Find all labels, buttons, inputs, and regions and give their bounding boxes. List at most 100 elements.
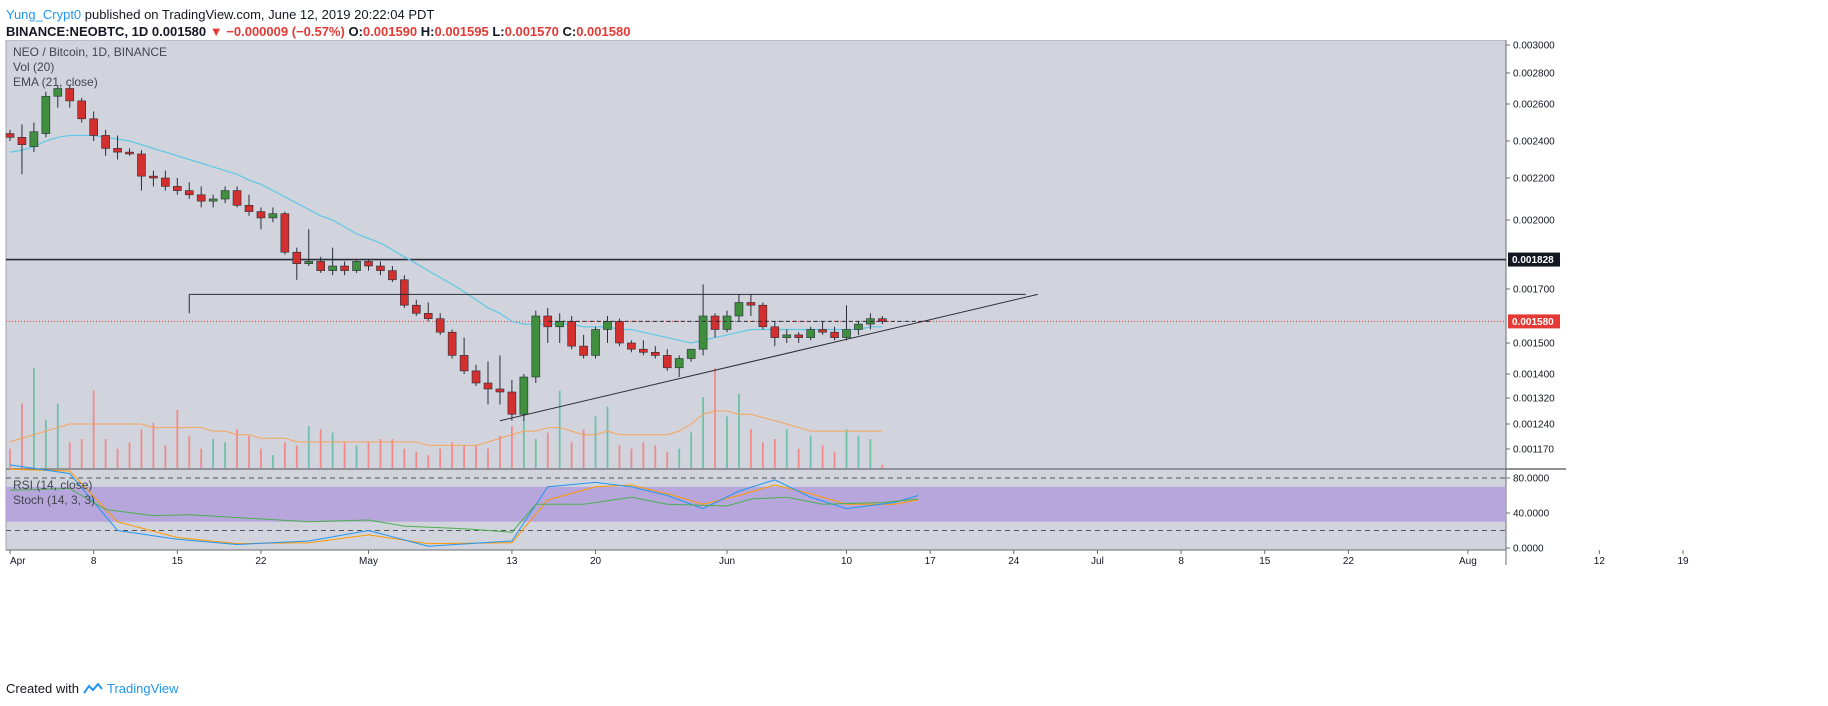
candle-down [244, 205, 254, 212]
volume-bar [116, 448, 119, 468]
volume-bar [367, 442, 370, 468]
volume-bar [642, 442, 645, 468]
symbol-label: BINANCE:NEOBTC, 1D [6, 24, 149, 39]
osc-axis-label: 80.0000 [1513, 474, 1550, 485]
candle-down [615, 321, 624, 344]
volume-bar [248, 435, 250, 468]
candle-down [423, 312, 433, 319]
candle-down [5, 133, 15, 138]
price-axis-label: 0.002200 [1513, 174, 1555, 185]
candle-down [650, 351, 660, 356]
volume-bar [104, 438, 107, 468]
volume-bar [295, 445, 298, 468]
volume-bar [451, 442, 454, 468]
low-label: L: [492, 24, 505, 39]
osc-axis-label: 40.0000 [1513, 509, 1550, 520]
volume-bar [750, 429, 752, 468]
ema-line [9, 134, 883, 344]
close-label: C: [562, 24, 577, 39]
volume-bar [200, 448, 203, 468]
volume-bar [68, 442, 71, 468]
volume-bar [212, 438, 215, 468]
volume-bar [833, 451, 836, 468]
high-label: H: [420, 24, 435, 39]
candle-down [627, 342, 636, 350]
time-axis-label: Aug [1459, 556, 1477, 567]
volume-bar [319, 429, 322, 468]
volume-bar [44, 419, 47, 468]
current-price-tag-label: 0.001580 [1512, 317, 1554, 328]
candle-up [686, 348, 696, 359]
candle-up [519, 376, 529, 415]
candle-down [77, 100, 86, 120]
volume-bar [881, 464, 884, 468]
volume-bar [487, 448, 489, 468]
volume-bar [331, 432, 334, 468]
volume-bar [439, 448, 442, 468]
volume-bar [427, 455, 430, 468]
candle-up [268, 213, 278, 219]
candle-up [53, 88, 63, 97]
time-axis-label: Apr [10, 556, 26, 567]
candle-down [471, 370, 481, 384]
price-chart[interactable]: 0.003000 0.002800 0.002600 0.002400 0.002200… [0, 40, 1828, 680]
volume-bar [594, 416, 597, 468]
candle-down [770, 326, 780, 338]
price-axis-label: 0.001500 [1513, 339, 1555, 350]
volume-bar [164, 445, 167, 468]
candle-up [41, 95, 51, 134]
volume-bar [761, 442, 764, 468]
candle-down [662, 355, 672, 369]
volume-bar [307, 426, 310, 468]
price-axis-label: 0.001700 [1513, 285, 1555, 296]
ohlc-line: BINANCE:NEOBTC, 1D 0.001580 ▼ −0.000009 … [6, 23, 630, 40]
candle-up [29, 131, 39, 147]
volume-bar [534, 438, 537, 468]
open-value: 0.001590 [362, 24, 418, 39]
volume-bar [570, 442, 573, 468]
candle-down [710, 315, 720, 330]
time-axis-label: 15 [1259, 556, 1271, 567]
legend-volume: Vol (20) [13, 60, 55, 74]
time-axis-label: 24 [1008, 556, 1020, 567]
volume-bar [224, 442, 226, 468]
candle-down [292, 251, 302, 264]
candle-up [698, 315, 708, 350]
candle-down [280, 213, 290, 253]
volume-bar [128, 442, 131, 468]
candle-down [388, 270, 397, 281]
candle-up [208, 198, 218, 202]
candle-up [854, 323, 863, 330]
volume-bar [475, 445, 477, 468]
candle-down [495, 388, 505, 393]
volume-bar [283, 442, 286, 468]
time-axis-label: 22 [1343, 556, 1355, 567]
chart-header: Yung_Crypt0 published on TradingView.com… [6, 6, 630, 40]
candle-down [364, 261, 373, 267]
volume-bar [260, 448, 262, 468]
candle-down [639, 348, 648, 353]
time-axis-label: Jul [1091, 556, 1104, 567]
price-axis-label: 0.001240 [1513, 420, 1555, 431]
volume-bar [738, 393, 740, 468]
candle-down [232, 190, 242, 206]
open-label: O: [348, 24, 363, 39]
candle-down [411, 304, 421, 314]
volume-bar [272, 455, 274, 468]
volume-bar [343, 442, 346, 468]
volume-bar [654, 445, 657, 468]
candle-up [352, 261, 361, 271]
price-axis-label: 0.001400 [1513, 370, 1555, 381]
volume-bar [92, 390, 95, 468]
candle-down [579, 345, 588, 356]
time-axis-label: May [359, 556, 378, 567]
volume-bar [80, 438, 83, 468]
candle-down [794, 334, 804, 338]
stoch-k-line [9, 464, 919, 547]
high-value: 0.001595 [434, 24, 489, 39]
volume-bar [188, 435, 191, 468]
author-link[interactable]: Yung_Crypt0 [6, 7, 82, 22]
tradingview-brand-link[interactable]: TradingView [106, 681, 179, 696]
candle-down [137, 153, 146, 177]
volume-bar [606, 406, 609, 468]
